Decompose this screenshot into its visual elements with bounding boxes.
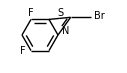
Text: F: F bbox=[20, 46, 26, 56]
Text: N: N bbox=[62, 26, 69, 36]
Text: S: S bbox=[58, 8, 64, 18]
Text: F: F bbox=[28, 8, 34, 18]
Text: Br: Br bbox=[94, 11, 104, 21]
